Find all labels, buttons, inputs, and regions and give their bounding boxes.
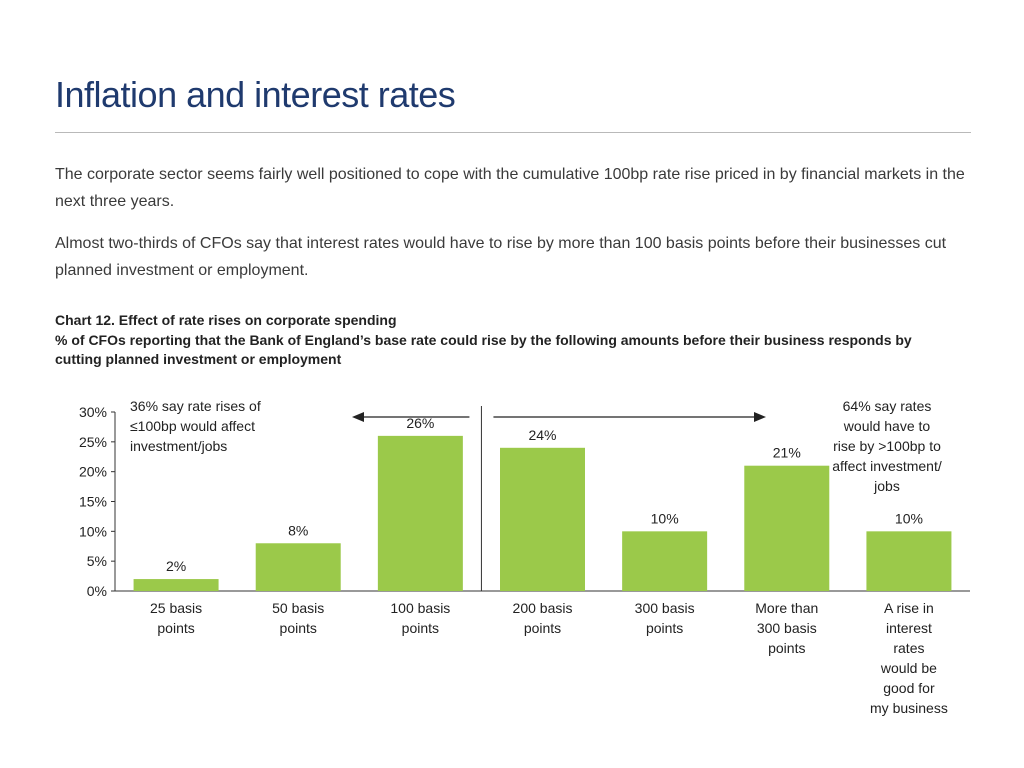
x-tick-label-line: points xyxy=(402,620,439,636)
data-label: 10% xyxy=(651,510,679,526)
intro-paragraph-1: The corporate sector seems fairly well p… xyxy=(55,166,965,210)
right-annotation-line: 64% say rates xyxy=(843,398,932,414)
x-tick-label-line: points xyxy=(157,620,194,636)
x-tick-label-line: interest xyxy=(886,620,932,636)
page-title: Inflation and interest rates xyxy=(55,74,456,115)
y-tick-label: 10% xyxy=(79,523,107,539)
x-tick-label-line: More than xyxy=(755,600,818,616)
x-tick-label: 200 basis points xyxy=(513,600,573,636)
x-tick-label: 300 basis points xyxy=(635,600,695,636)
x-tick-label-line: my business xyxy=(870,700,948,716)
x-tick-label-line: 50 basis xyxy=(272,600,324,616)
bar xyxy=(866,531,952,591)
x-tick-label: 25 basis points xyxy=(150,600,202,636)
x-tick-label: A rise in interest rates would be good for my… xyxy=(870,600,948,716)
x-tick-label: More than 300 basis points xyxy=(755,600,818,656)
left-annotation-line: ≤100bp would affect xyxy=(130,418,255,434)
x-tick-label-line: points xyxy=(768,640,805,656)
left-annotation-line: 36% say rate rises of xyxy=(130,398,261,414)
x-tick-label-line: would be xyxy=(880,660,937,676)
left-arrow-head xyxy=(352,412,364,422)
x-tick-label-line: 100 basis xyxy=(390,600,450,616)
y-tick-label: 5% xyxy=(87,553,107,569)
data-label: 10% xyxy=(895,510,923,526)
y-tick-label: 20% xyxy=(79,464,107,480)
right-annotation: 64% say rates would have to rise by >100bp… xyxy=(832,398,942,494)
left-annotation-line: investment/jobs xyxy=(130,438,227,454)
right-annotation-line: rise by >100bp to xyxy=(833,438,941,454)
x-tick-label-line: 25 basis xyxy=(150,600,202,616)
bar xyxy=(377,435,463,591)
right-arrow-head xyxy=(754,412,766,422)
data-label: 2% xyxy=(166,558,186,574)
bar xyxy=(133,579,219,591)
x-tick-label-line: rates xyxy=(893,640,924,656)
x-tick-label-line: 300 basis xyxy=(635,600,695,616)
x-tick-label-line: good for xyxy=(883,680,935,696)
bar xyxy=(744,465,830,591)
x-tick-label-line: points xyxy=(280,620,317,636)
title-divider xyxy=(55,132,971,133)
right-annotation-line: jobs xyxy=(873,478,900,494)
x-tick-label: 50 basis points xyxy=(272,600,324,636)
y-tick-label: 25% xyxy=(79,434,107,450)
right-annotation-line: affect investment/ xyxy=(832,458,942,474)
x-tick-label-line: points xyxy=(646,620,683,636)
chart-subtitle: % of CFOs reporting that the Bank of Eng… xyxy=(55,332,912,367)
intro-paragraph-2: Almost two-thirds of CFOs say that inter… xyxy=(55,235,947,279)
x-tick-label-line: 200 basis xyxy=(513,600,573,616)
y-tick-label: 0% xyxy=(87,583,107,599)
x-tick-label-line: points xyxy=(524,620,561,636)
data-label: 8% xyxy=(288,522,308,538)
bar xyxy=(255,543,341,591)
chart-title: Chart 12. Effect of rate rises on corpor… xyxy=(55,312,397,328)
y-tick-label: 15% xyxy=(79,494,107,510)
data-label: 26% xyxy=(406,415,434,431)
x-tick-label-line: 300 basis xyxy=(757,620,817,636)
left-annotation: 36% say rate rises of ≤100bp would affect… xyxy=(130,398,261,454)
bar xyxy=(500,447,585,591)
bar xyxy=(622,531,708,591)
right-annotation-line: would have to xyxy=(843,418,931,434)
y-tick-label: 30% xyxy=(79,404,107,420)
data-label: 24% xyxy=(528,427,556,443)
x-tick-label: 100 basis points xyxy=(390,600,450,636)
data-label: 21% xyxy=(773,445,801,461)
x-tick-label-line: A rise in xyxy=(884,600,934,616)
